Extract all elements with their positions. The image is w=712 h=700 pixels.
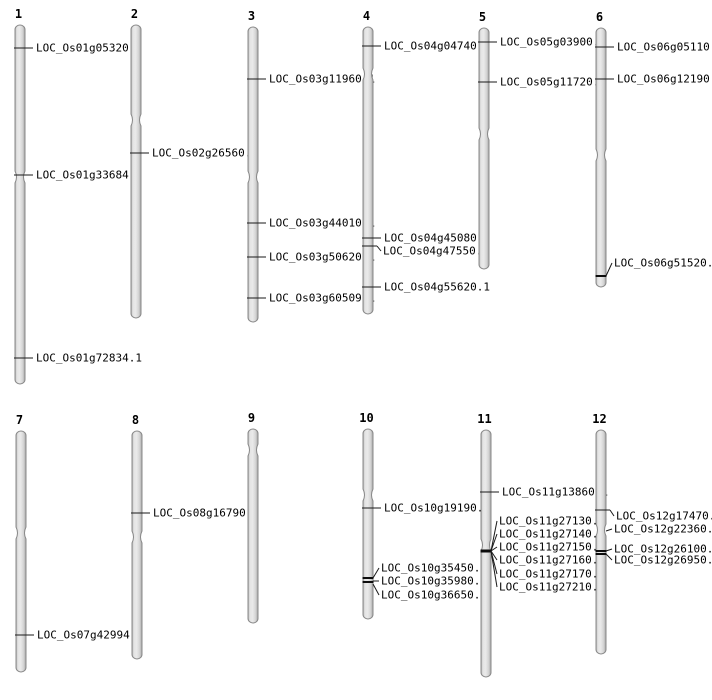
gene-connector (605, 548, 613, 552)
gene-label: LOC_Os11g27140.1 (499, 528, 605, 541)
chromosome-7: 7 LOC_Os07g42994.1 (15, 413, 143, 673)
chromosome-12-body (595, 429, 607, 655)
chromosome-3-number: 3 (248, 9, 255, 23)
gene-connector (372, 583, 380, 596)
chromosome-11-body (480, 429, 492, 678)
gene-label: LOC_Os11g27160.1 (499, 554, 605, 567)
chromosome-6-band (595, 275, 607, 277)
chromosome-9-body (247, 428, 259, 624)
gene-label: LOC_Os12g22360.1 (614, 523, 712, 536)
gene-label: LOC_Os03g44010.1 (269, 217, 375, 230)
gene-connector (376, 245, 382, 252)
chromosome-3: 3 LOC_Os03g11960.1 LOC_Os03g44010.1 LOC_Os0… (247, 9, 375, 323)
chromosome-12-band (595, 550, 607, 552)
chromosome-7-number: 7 (16, 413, 23, 427)
chromosome-2: 2 LOC_Os02g26560.1 (130, 7, 258, 319)
gene-connector (372, 567, 380, 579)
gene-label: LOC_Os04g55620.1 (384, 281, 490, 294)
gene-label: LOC_Os05g03900.1 (500, 36, 606, 49)
gene-label: LOC_Os06g12190.1 (617, 73, 712, 86)
gene-label: LOC_Os10g35980.1 (381, 575, 487, 588)
gene-label: LOC_Os10g19190.1 (384, 502, 490, 515)
chromosome-11: 11LOC_Os11g13860.1LOC_Os11g27130.1LOC_Os… (477, 412, 608, 678)
chromosome-10-body (362, 428, 374, 620)
chromosome-5-body (478, 27, 490, 270)
chromosome-10-band (362, 577, 374, 579)
chromosome-5-number: 5 (479, 10, 486, 24)
chromosome-12-number: 12 (592, 412, 606, 426)
gene-label: LOC_Os04g47550.1 (383, 245, 489, 258)
gene-label: LOC_Os04g04740.1 (384, 40, 490, 53)
chromosome-6: 6 LOC_Os06g05110.1 LOC_Os06g12190.1 LOC_Os0… (595, 10, 712, 288)
gene-label: LOC_Os11g27210.1 (499, 581, 605, 594)
chromosome-2-body (130, 24, 142, 319)
chromosome-2-number: 2 (131, 7, 138, 21)
gene-connector (609, 509, 615, 517)
gene-connector (490, 550, 498, 588)
gene-label: LOC_Os01g05320.1 (36, 42, 142, 55)
chromosome-6-number: 6 (596, 10, 603, 24)
chromosomes-group: 1 LOC_Os01g05320.1 LOC_Os01g33684.1 LOC_Os0… (14, 7, 712, 678)
gene-label: LOC_Os11g27130.1 (499, 515, 605, 528)
gene-label: LOC_Os03g50620.1 (269, 251, 375, 264)
gene-connector (490, 520, 498, 552)
gene-connector (605, 553, 613, 561)
chromosome-10-number: 10 (359, 411, 373, 425)
chromosome-1-number: 1 (15, 7, 22, 21)
chromosome-11-number: 11 (477, 412, 491, 426)
gene-label: LOC_Os03g60509.1 (269, 292, 375, 305)
chromosome-9: 9 (247, 411, 259, 624)
chromosome-5: 5 LOC_Os05g03900.1 LOC_Os05g11720.1 (478, 10, 606, 270)
gene-label: LOC_Os12g26950.1 (614, 554, 712, 567)
gene-label: LOC_Os10g35450.1 (381, 562, 487, 575)
gene-label: LOC_Os12g26100.1 (614, 543, 712, 556)
gene-connector (490, 546, 498, 552)
gene-connector (605, 262, 613, 277)
gene-label: LOC_Os06g51520.1 (614, 257, 712, 270)
gene-label: LOC_Os12g17470.1 (616, 510, 712, 523)
gene-label: LOC_Os11g27170.1 (499, 568, 605, 581)
gene-label: LOC_Os04g45080.1 (384, 232, 490, 245)
gene-label: LOC_Os08g16790.1 (153, 507, 259, 520)
chromosome-8-number: 8 (132, 413, 139, 427)
gene-connector (490, 550, 498, 561)
chromosome-1: 1 LOC_Os01g05320.1 LOC_Os01g33684.1 LOC_Os0… (14, 7, 142, 385)
gene-connector (490, 533, 498, 552)
chromosome-4: 4LOC_Os04g04740.1LOC_Os04g45080.1LOC_Os0… (362, 9, 490, 315)
gene-label: LOC_Os07g42994.1 (37, 629, 143, 642)
chromosome-11-band (480, 549, 492, 553)
chromosome-6-body (595, 27, 607, 288)
gene-label: LOC_Os01g72834.1 (36, 352, 142, 365)
gene-label: LOC_Os01g33684.1 (36, 169, 142, 182)
gene-label: LOC_Os06g05110.1 (617, 41, 712, 54)
chromosome-10-band (362, 581, 374, 583)
gene-label: LOC_Os05g11720.1 (500, 76, 606, 89)
gene-label: LOC_Os11g13860.1 (502, 486, 608, 499)
chromosome-9-number: 9 (248, 411, 255, 425)
chromosome-1-body (14, 24, 26, 385)
chromosome-4-body (362, 26, 374, 315)
chromosome-12-band (595, 553, 607, 555)
gene-label: LOC_Os11g27150.1 (499, 541, 605, 554)
gene-label: LOC_Os10g36650.1 (381, 589, 487, 602)
gene-label: LOC_Os03g11960.1 (269, 73, 375, 86)
chromosome-8: 8 LOC_Os08g16790.1 (131, 413, 259, 660)
gene-label: LOC_Os02g26560.1 (152, 147, 258, 160)
chromosome-7-body (15, 430, 27, 673)
gene-connector (605, 528, 613, 532)
chromosome-10: 10LOC_Os10g19190.1LOC_Os10g35450.1LOC_Os… (359, 411, 490, 620)
chromosome-3-body (247, 26, 259, 323)
chromosome-8-body (131, 430, 143, 660)
chromosome-4-number: 4 (363, 9, 370, 23)
